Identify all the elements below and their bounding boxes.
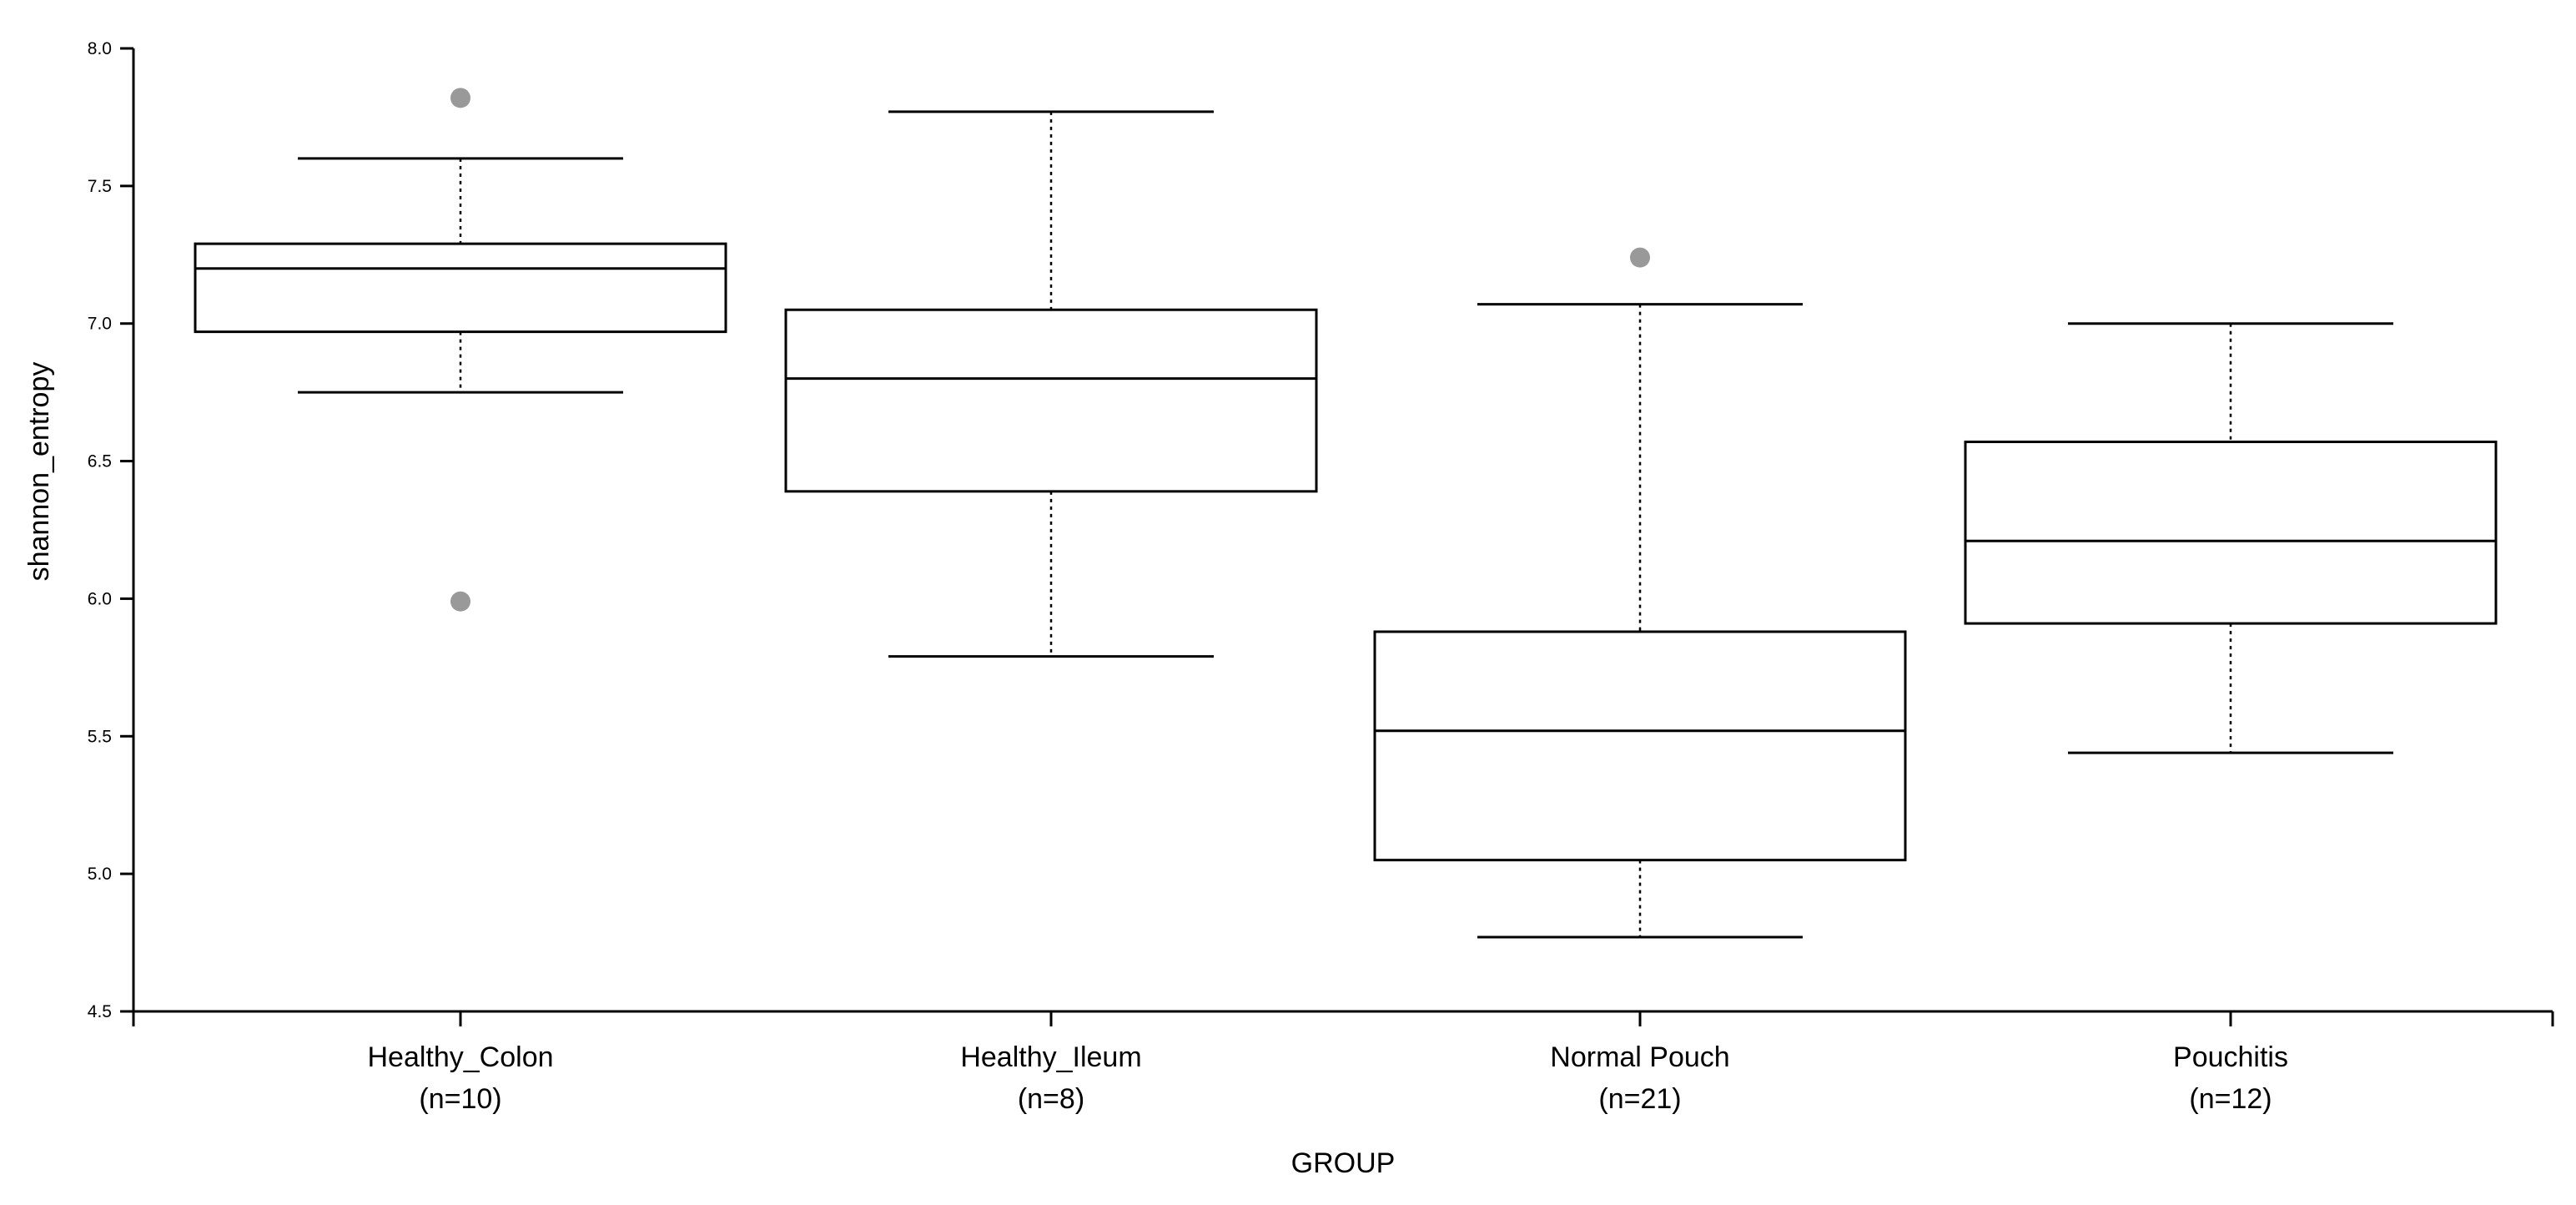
y-tick-label: 4.5 bbox=[88, 1002, 112, 1021]
x-tick-sample-size: (n=10) bbox=[419, 1083, 501, 1115]
y-tick-label: 8.0 bbox=[88, 39, 112, 58]
y-tick-label: 6.5 bbox=[88, 452, 112, 471]
x-tick-sample-size: (n=21) bbox=[1598, 1083, 1681, 1115]
box-group-healthy-ileum bbox=[784, 110, 1318, 658]
boxes bbox=[194, 88, 2498, 939]
x-axis: Healthy_Colon (n=10) Healthy_Ileum (n=8) Nor… bbox=[133, 1010, 2554, 1115]
x-tick-label: Pouchitis bbox=[2173, 1041, 2288, 1073]
y-tick-label: 7.0 bbox=[88, 315, 112, 334]
y-tick-label: 5.5 bbox=[88, 727, 112, 746]
iqr-box bbox=[1373, 630, 1907, 862]
y-tick-label: 6.0 bbox=[88, 589, 112, 608]
box-group-normal-pouch bbox=[1373, 247, 1907, 939]
x-tick-sample-size: (n=12) bbox=[2189, 1083, 2272, 1115]
x-tick-label: Normal Pouch bbox=[1550, 1041, 1729, 1073]
x-tick-sample-size: (n=8) bbox=[1018, 1083, 1084, 1115]
outlier-point bbox=[1630, 247, 1650, 268]
box-group-healthy-colon bbox=[194, 88, 727, 612]
outlier-point bbox=[450, 591, 470, 612]
x-tick-label: Healthy_Ileum bbox=[960, 1041, 1141, 1073]
y-axis-title: shannon_entropy bbox=[23, 362, 55, 582]
x-tick-label: Healthy_Colon bbox=[367, 1041, 553, 1073]
iqr-box bbox=[1964, 440, 2498, 625]
iqr-box bbox=[784, 308, 1318, 493]
y-axis: 4.5 5.0 5.5 6.0 6.5 7.0 7.5 8.0 bbox=[88, 39, 135, 1026]
y-tick-label: 7.5 bbox=[88, 177, 112, 196]
y-tick-label: 5.0 bbox=[88, 865, 112, 884]
outlier-point bbox=[450, 88, 470, 108]
iqr-box bbox=[194, 242, 727, 334]
x-axis-title: GROUP bbox=[1291, 1147, 1396, 1179]
box-group-pouchitis bbox=[1964, 322, 2498, 754]
